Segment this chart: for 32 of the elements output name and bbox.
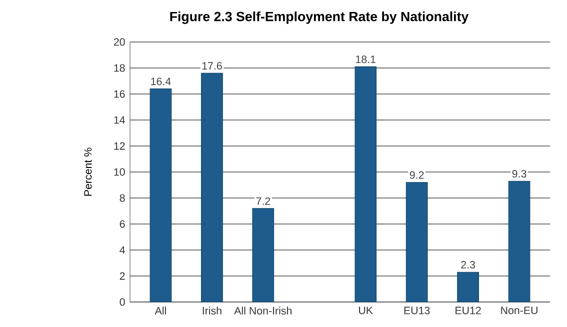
y-tick-label: 8	[120, 194, 125, 202]
data-label: 2.3	[461, 260, 475, 268]
bar	[406, 182, 428, 302]
y-tick-label: 16	[114, 90, 125, 98]
y-axis-title: Percent %	[84, 148, 92, 196]
x-tick-label: Non-EU	[501, 306, 538, 314]
bar	[252, 208, 274, 302]
data-label: 7.2	[256, 197, 270, 205]
data-label: 9.2	[410, 171, 424, 179]
x-tick-label: EU13	[404, 306, 430, 314]
bar	[354, 66, 377, 302]
x-tick-label: Irish	[202, 306, 222, 315]
x-tick-label: All	[154, 306, 166, 314]
y-tick-label: 20	[114, 38, 125, 46]
y-tick-label: 10	[114, 168, 125, 176]
data-label: 9.3	[512, 170, 526, 178]
bar	[201, 72, 223, 302]
x-tick-label: All Non-Irish	[234, 306, 292, 315]
bar	[457, 272, 479, 302]
data-label: 16.4	[151, 78, 171, 86]
y-tick-label: 0	[120, 298, 125, 306]
data-label: 17.6	[202, 62, 222, 70]
y-tick-label: 6	[120, 220, 125, 228]
x-tick-label: EU12	[456, 306, 481, 314]
y-tick-label: 14	[114, 116, 125, 124]
data-label: 18.1	[356, 56, 376, 64]
y-tick-label: 2	[120, 272, 125, 280]
x-tick-label: UK	[359, 306, 373, 314]
y-tick-label: 4	[120, 246, 125, 254]
y-tick-label: 12	[114, 142, 125, 150]
y-tick-label: 18	[114, 64, 125, 72]
chart-title: Figure 2.3 Self-Employment Rate by Nationality	[170, 11, 469, 24]
